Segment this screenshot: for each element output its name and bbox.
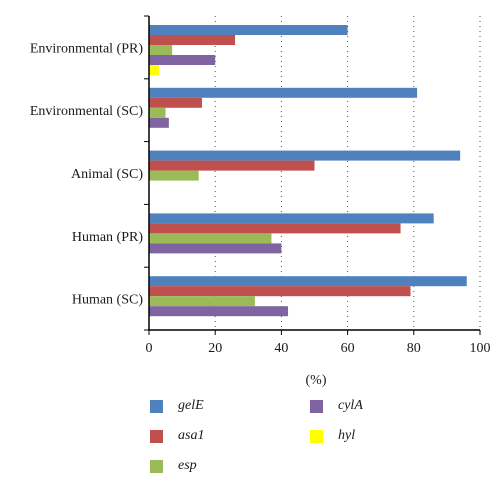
legend-item-gelE: gelE <box>150 398 204 414</box>
bar-asa1-3 <box>149 223 401 234</box>
legend-item-esp: esp <box>150 458 197 474</box>
legend-label: cylA <box>338 398 363 413</box>
bar-cylA-3 <box>149 243 282 254</box>
bar-esp-3 <box>149 233 272 244</box>
category-label: Human (PR) <box>72 230 144 245</box>
bar-esp-4 <box>149 296 255 307</box>
bar-chart: Environmental (PR) Environmental (SC) Anim… <box>30 15 491 388</box>
bar-esp-2 <box>149 170 199 181</box>
bar-asa1-0 <box>149 35 236 45</box>
legend-swatch <box>150 399 163 413</box>
x-tick-label: 20 <box>208 341 222 356</box>
x-tick-label: 40 <box>274 341 288 356</box>
category-labels: Environmental (PR) Environmental (SC) Anim… <box>30 41 143 307</box>
bars <box>149 25 467 317</box>
legend-label: hyl <box>338 428 356 443</box>
x-tick-labels: 0 20 40 60 80 100 <box>146 341 491 356</box>
x-tick-label: 80 <box>407 341 421 356</box>
legend-item-asa1: asa1 <box>150 428 204 444</box>
bar-gelE-2 <box>149 150 461 161</box>
x-tick-label: 60 <box>341 341 355 356</box>
bar-gelE-3 <box>149 213 434 224</box>
bar-gelE-4 <box>149 276 467 287</box>
legend-swatch <box>310 429 323 443</box>
bar-asa1-1 <box>149 97 202 108</box>
bar-hyl-0 <box>149 65 159 75</box>
category-label: Animal (SC) <box>71 167 143 182</box>
x-tick-label: 100 <box>470 341 491 356</box>
category-label: Human (SC) <box>72 293 144 308</box>
bar-cylA-0 <box>149 55 216 65</box>
category-label: Environmental (SC) <box>30 104 143 119</box>
bar-gelE-0 <box>149 25 348 35</box>
legend: gelE asa1 esp cylA hyl <box>150 398 490 488</box>
bar-esp-1 <box>149 107 166 118</box>
legend-label: gelE <box>178 398 204 413</box>
x-axis-title: (%) <box>306 373 327 388</box>
bar-gelE-1 <box>149 87 418 98</box>
legend-label: esp <box>178 458 197 473</box>
legend-swatch <box>150 459 163 473</box>
legend-item-cylA: cylA <box>310 398 363 414</box>
legend-label: asa1 <box>178 428 205 443</box>
legend-swatch <box>310 399 323 413</box>
axes <box>144 15 481 335</box>
x-tick-label: 0 <box>146 341 153 356</box>
bar-asa1-4 <box>149 286 411 297</box>
bar-cylA-4 <box>149 306 289 317</box>
category-label: Environmental (PR) <box>30 41 143 56</box>
legend-item-hyl: hyl <box>310 428 355 444</box>
legend-swatch <box>150 429 163 443</box>
bar-esp-0 <box>149 45 173 55</box>
bar-cylA-1 <box>149 117 169 128</box>
bar-asa1-2 <box>149 160 315 171</box>
